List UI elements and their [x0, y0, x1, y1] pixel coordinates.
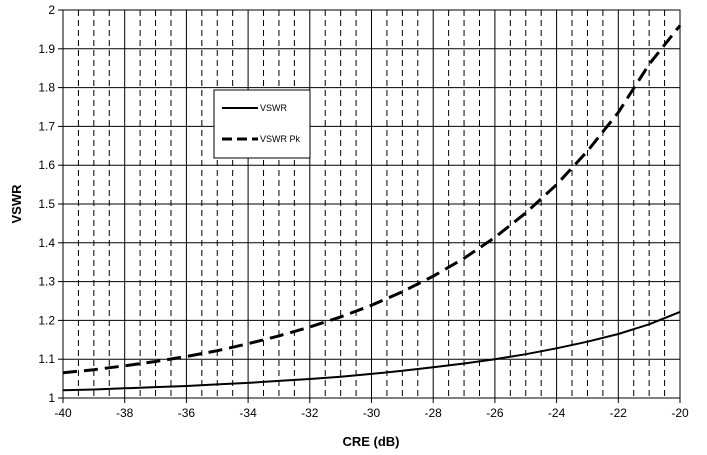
x-axis-ticks: -40 -38 -36 -34 -32 -30 -28 -26 -24 -22 -20	[54, 398, 689, 420]
x-tick-label: -36	[178, 406, 196, 420]
x-tick-label: -26	[486, 406, 504, 420]
x-tick-label: -28	[425, 406, 443, 420]
y-tick-label: 1	[48, 391, 55, 405]
y-tick-label: 1.7	[38, 119, 55, 133]
legend-box	[213, 89, 311, 159]
y-tick-label: 1.6	[38, 158, 55, 172]
y-tick-label: 1.8	[38, 81, 55, 95]
y-tick-label: 1.1	[38, 352, 55, 366]
x-tick-label: -30	[363, 406, 381, 420]
legend: VSWR VSWR Pk	[213, 89, 311, 159]
y-axis-title: VSWR	[9, 184, 24, 224]
legend-label-vswr-pk: VSWR Pk	[260, 134, 301, 144]
y-tick-label: 2	[48, 3, 55, 17]
major-gridlines	[63, 10, 680, 398]
legend-label-vswr: VSWR	[260, 103, 288, 113]
x-tick-label: -34	[239, 406, 257, 420]
y-tick-label: 1.3	[38, 275, 55, 289]
x-tick-label: -24	[548, 406, 566, 420]
y-tick-label: 1.9	[38, 42, 55, 56]
x-tick-label: -38	[116, 406, 134, 420]
x-tick-label: -40	[54, 406, 72, 420]
series-line-vswr	[62, 310, 681, 392]
y-tick-label: 1.4	[38, 236, 55, 250]
series-layer	[62, 24, 682, 392]
series-line-vswr-pk	[62, 24, 682, 375]
y-tick-label: 1.5	[38, 197, 55, 211]
x-tick-label: -22	[610, 406, 628, 420]
y-tick-label: 1.2	[38, 313, 55, 327]
x-tick-label: -32	[301, 406, 319, 420]
y-axis-ticks: 1 1.1 1.2 1.3 1.4 1.5 1.6 1.7 1.8 1.9 2	[38, 3, 63, 405]
x-axis-title: CRE (dB)	[342, 434, 399, 449]
x-tick-label: -20	[671, 406, 689, 420]
